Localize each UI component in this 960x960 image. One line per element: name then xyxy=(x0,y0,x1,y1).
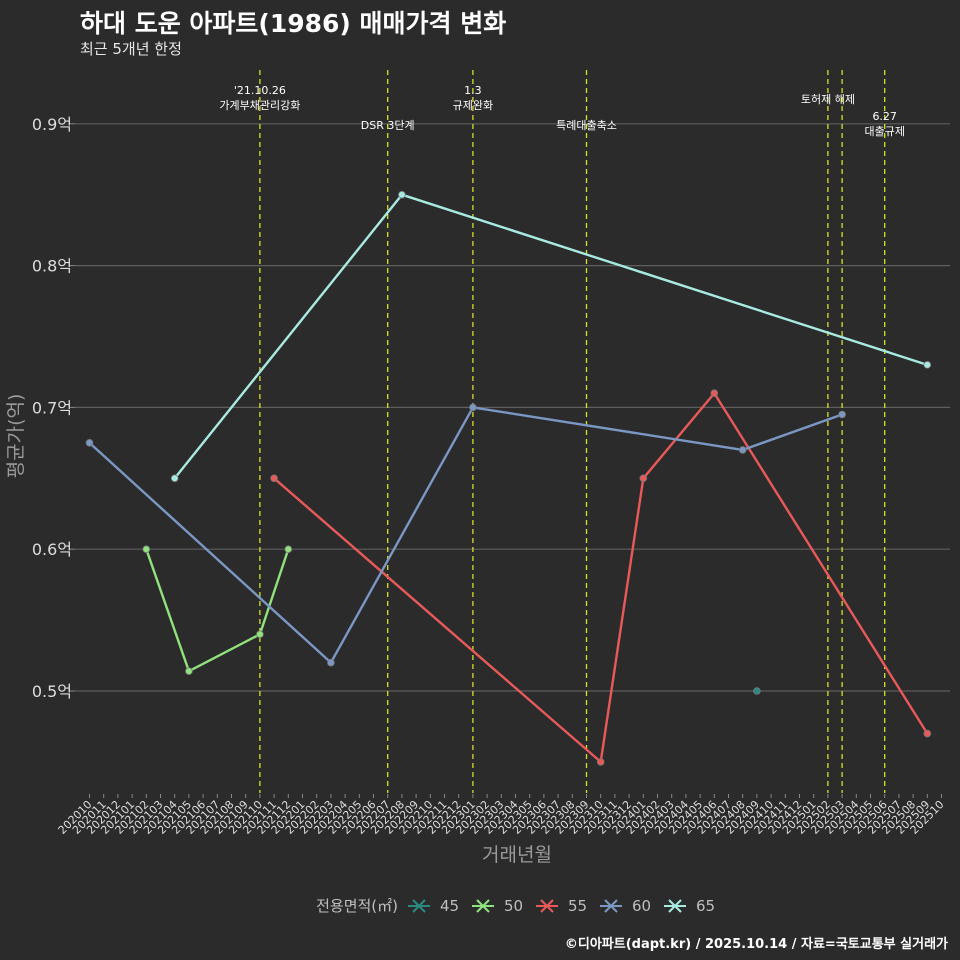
event-label: 가계부채관리강화 xyxy=(219,99,300,112)
event-label: 1.3 xyxy=(464,84,482,97)
data-point-65 xyxy=(170,474,179,483)
data-point-60 xyxy=(469,403,477,412)
data-point-60 xyxy=(738,446,747,454)
series-line-60 xyxy=(88,406,843,664)
event-label: 규제완화 xyxy=(453,99,493,112)
data-point-50 xyxy=(185,667,193,675)
data-point-55 xyxy=(596,758,605,766)
y-tick-label: 0.5억 xyxy=(32,682,72,701)
data-point-55 xyxy=(710,389,719,398)
data-point-65 xyxy=(923,361,932,369)
data-point-55 xyxy=(270,474,278,483)
legend-key-cross xyxy=(604,899,618,913)
legend-label-65: 65 xyxy=(696,897,715,915)
event-label: DSR 3단계 xyxy=(361,119,415,132)
event-label: '21.10.26 xyxy=(234,84,286,97)
data-point-50 xyxy=(284,545,293,553)
x-axis: 2020102020112020122021012021022021032021… xyxy=(56,794,947,837)
y-axis-label: 평균가(억) xyxy=(5,394,27,479)
event-label: 대출규제 xyxy=(864,125,904,138)
legend-key-cross xyxy=(412,899,426,913)
data-point-45 xyxy=(753,687,761,695)
data-point-55 xyxy=(639,474,648,483)
legend-key-cross xyxy=(668,899,682,913)
data-point-60 xyxy=(327,658,335,667)
series-line-65 xyxy=(173,193,928,480)
data-point-50 xyxy=(256,630,264,639)
event-label: 특례대출축소 xyxy=(556,119,617,132)
data-point-65 xyxy=(398,190,406,199)
data-point-60 xyxy=(838,410,846,419)
legend-label-45: 45 xyxy=(440,897,459,915)
x-axis-label: 거래년월 xyxy=(482,844,552,866)
event-label: 6.27 xyxy=(872,110,897,123)
event-label: 토허제 해제 xyxy=(801,92,855,106)
y-axis: 0.5억 0.6억 0.7억 0.8억 0.9억 xyxy=(32,115,75,701)
legend-label-55: 55 xyxy=(568,897,587,915)
grid-lines xyxy=(75,123,950,692)
legend-label-50: 50 xyxy=(504,897,523,915)
legend-key-cross xyxy=(540,899,554,913)
chart-subtitle: 최근 5개년 한정 xyxy=(80,40,182,58)
y-tick-label: 0.6억 xyxy=(32,540,72,559)
data-series xyxy=(85,190,932,766)
source-caption: ©디아파트(dapt.kr) / 2025.10.14 / 자료=국토교통부 실… xyxy=(564,937,948,952)
y-tick-label: 0.8억 xyxy=(32,257,72,276)
legend-key-cross xyxy=(476,899,490,913)
legend-title: 전용면적(㎡) xyxy=(316,897,398,915)
data-point-55 xyxy=(923,729,932,738)
chart-title: 하대 도운 아파트(1986) 매매가격 변화 xyxy=(80,9,507,38)
data-point-50 xyxy=(142,545,151,553)
y-tick-label: 0.7억 xyxy=(32,398,72,417)
data-point-60 xyxy=(85,439,94,447)
y-tick-label: 0.9억 xyxy=(32,115,72,134)
legend: 전용면적(㎡) 45 50 55 60 65 xyxy=(316,897,715,915)
series-line-55 xyxy=(273,392,929,764)
legend-label-60: 60 xyxy=(632,897,651,915)
series-line-50 xyxy=(145,548,290,673)
